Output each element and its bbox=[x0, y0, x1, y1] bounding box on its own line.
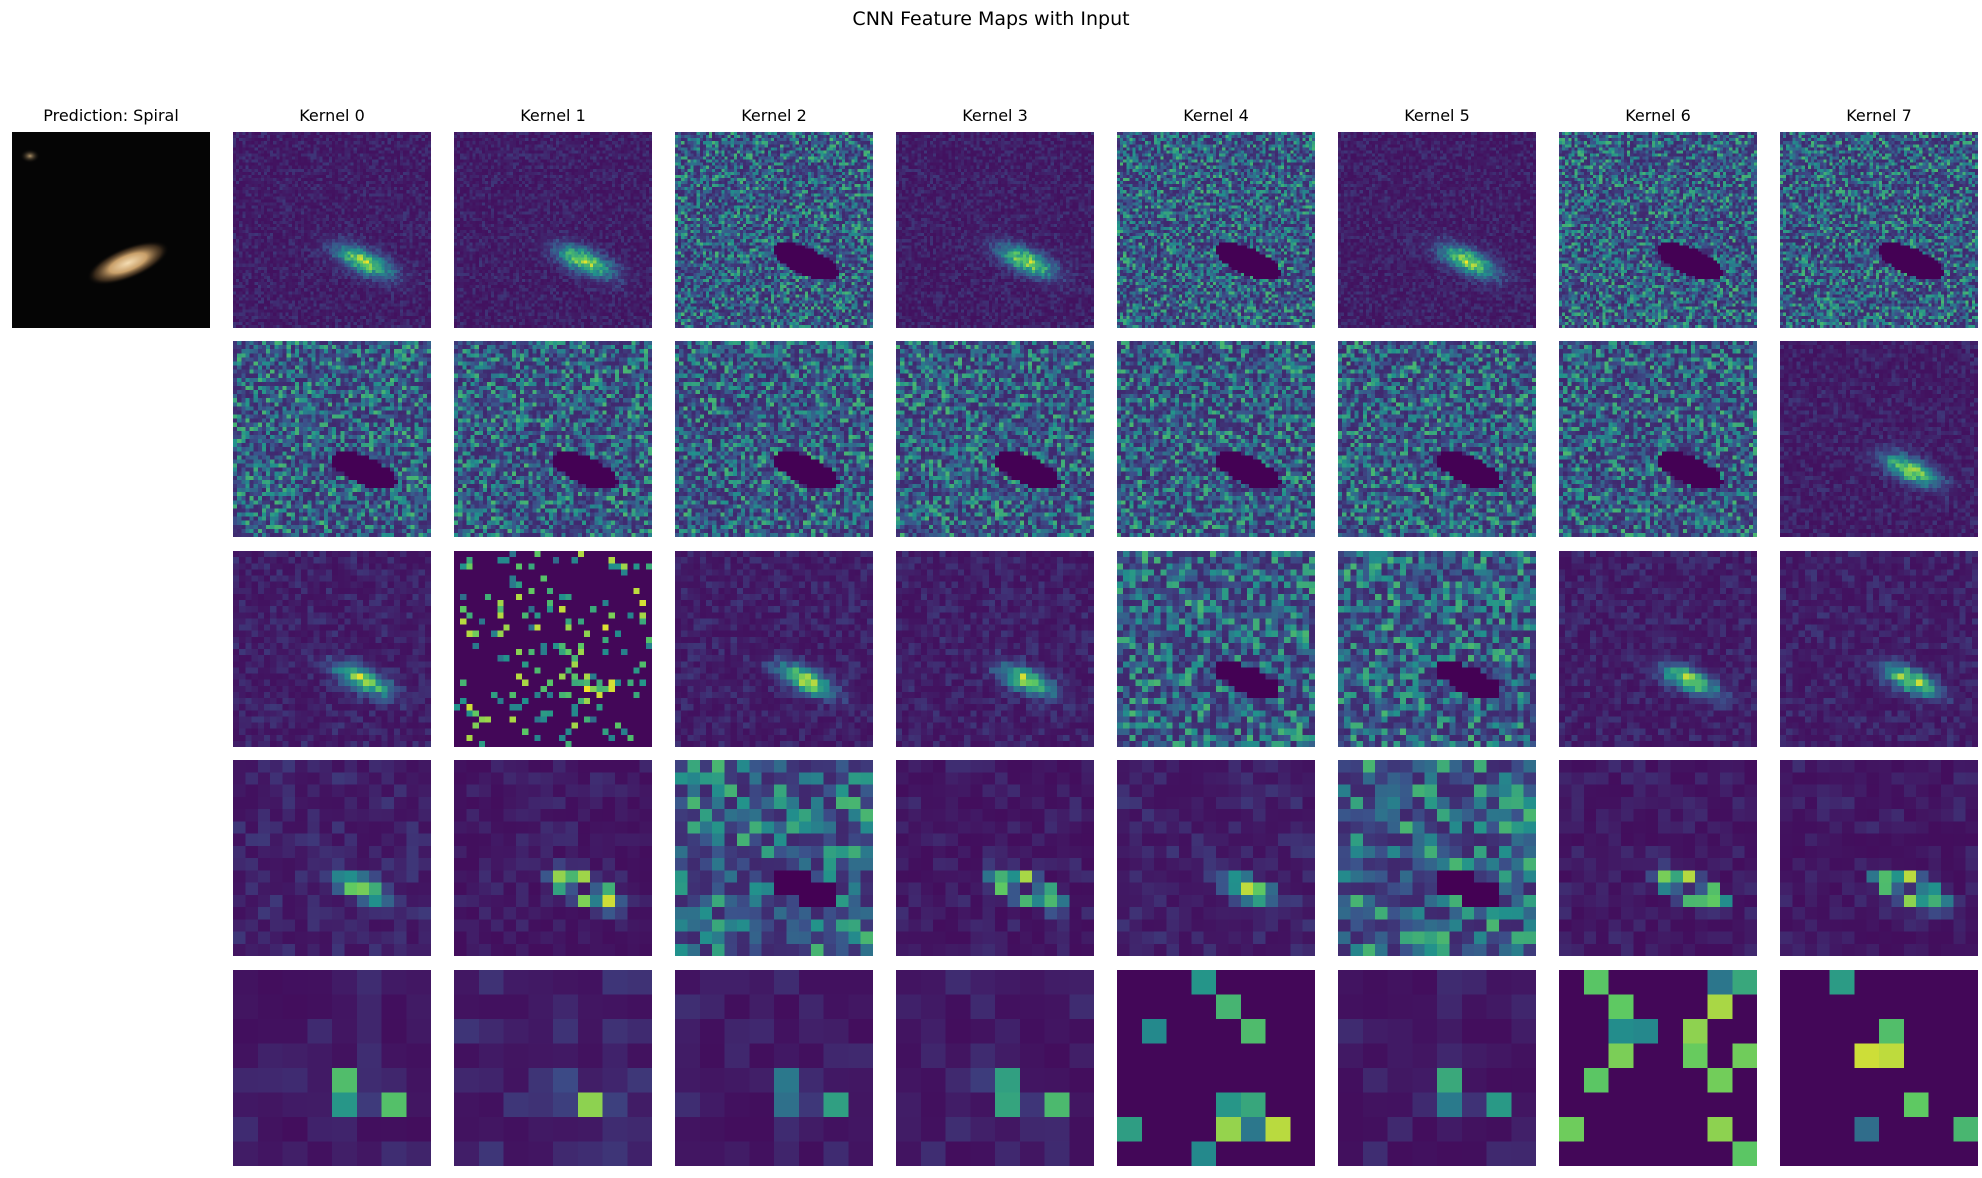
feature-map-row3-kernel5 bbox=[1338, 760, 1536, 956]
kernel-title-1: Kernel 1 bbox=[520, 106, 586, 125]
feature-map-row2-kernel1 bbox=[454, 551, 652, 747]
feature-map-pixels bbox=[233, 132, 431, 328]
feature-map-row4-kernel0 bbox=[233, 970, 431, 1166]
feature-map-pixels bbox=[233, 760, 431, 956]
feature-map-row3-kernel0 bbox=[233, 760, 431, 956]
feature-map-pixels bbox=[454, 341, 652, 537]
feature-map-pixels bbox=[1559, 970, 1757, 1166]
feature-map-pixels bbox=[896, 970, 1094, 1166]
feature-map-row4-kernel6 bbox=[1559, 970, 1757, 1166]
feature-map-row1-kernel3 bbox=[896, 341, 1094, 537]
feature-map-pixels bbox=[896, 132, 1094, 328]
feature-map-pixels bbox=[675, 760, 873, 956]
kernel-title-2: Kernel 2 bbox=[741, 106, 807, 125]
feature-map-pixels bbox=[1338, 341, 1536, 537]
feature-map-pixels bbox=[675, 970, 873, 1166]
feature-map-row1-kernel5 bbox=[1338, 341, 1536, 537]
feature-map-pixels bbox=[233, 970, 431, 1166]
feature-map-pixels bbox=[1117, 341, 1315, 537]
feature-map-row1-kernel1 bbox=[454, 341, 652, 537]
feature-map-pixels bbox=[1559, 132, 1757, 328]
feature-map-row0-kernel1 bbox=[454, 132, 652, 328]
feature-map-pixels bbox=[1117, 760, 1315, 956]
feature-map-pixels bbox=[1117, 132, 1315, 328]
feature-map-row2-kernel3 bbox=[896, 551, 1094, 747]
kernel-title-6: Kernel 6 bbox=[1625, 106, 1691, 125]
feature-map-row4-kernel2 bbox=[675, 970, 873, 1166]
feature-map-row3-kernel6 bbox=[1559, 760, 1757, 956]
feature-map-row0-kernel3 bbox=[896, 132, 1094, 328]
feature-map-pixels bbox=[675, 132, 873, 328]
kernel-title-5: Kernel 5 bbox=[1404, 106, 1470, 125]
feature-map-pixels bbox=[1559, 551, 1757, 747]
feature-map-pixels bbox=[1338, 132, 1536, 328]
feature-map-pixels bbox=[1780, 970, 1978, 1166]
feature-map-row0-kernel6 bbox=[1559, 132, 1757, 328]
feature-map-pixels bbox=[1780, 132, 1978, 328]
feature-map-pixels bbox=[675, 551, 873, 747]
feature-map-row0-kernel0 bbox=[233, 132, 431, 328]
feature-map-row3-kernel3 bbox=[896, 760, 1094, 956]
feature-map-row2-kernel0 bbox=[233, 551, 431, 747]
kernel-title-3: Kernel 3 bbox=[962, 106, 1028, 125]
feature-map-row1-kernel7 bbox=[1780, 341, 1978, 537]
feature-map-row4-kernel4 bbox=[1117, 970, 1315, 1166]
feature-map-row1-kernel0 bbox=[233, 341, 431, 537]
feature-map-row4-kernel5 bbox=[1338, 970, 1536, 1166]
feature-map-pixels bbox=[233, 341, 431, 537]
feature-map-pixels bbox=[1559, 341, 1757, 537]
feature-map-pixels bbox=[1117, 970, 1315, 1166]
feature-map-row2-kernel2 bbox=[675, 551, 873, 747]
input-panel-title: Prediction: Spiral bbox=[43, 106, 179, 125]
feature-map-row3-kernel7 bbox=[1780, 760, 1978, 956]
feature-map-row1-kernel6 bbox=[1559, 341, 1757, 537]
feature-map-row1-kernel2 bbox=[675, 341, 873, 537]
kernel-title-4: Kernel 4 bbox=[1183, 106, 1249, 125]
feature-map-row3-kernel4 bbox=[1117, 760, 1315, 956]
feature-map-row4-kernel1 bbox=[454, 970, 652, 1166]
feature-map-pixels bbox=[896, 760, 1094, 956]
feature-map-pixels bbox=[675, 341, 873, 537]
feature-map-pixels bbox=[1338, 970, 1536, 1166]
feature-map-pixels bbox=[1338, 760, 1536, 956]
feature-map-pixels bbox=[1117, 551, 1315, 747]
feature-map-pixels bbox=[1780, 760, 1978, 956]
feature-map-pixels bbox=[1780, 551, 1978, 747]
figure-title: CNN Feature Maps with Input bbox=[852, 8, 1130, 30]
feature-map-row4-kernel3 bbox=[896, 970, 1094, 1166]
feature-map-pixels bbox=[454, 551, 652, 747]
feature-map-row3-kernel1 bbox=[454, 760, 652, 956]
feature-map-row0-kernel5 bbox=[1338, 132, 1536, 328]
feature-map-pixels bbox=[896, 551, 1094, 747]
feature-map-row2-kernel6 bbox=[1559, 551, 1757, 747]
feature-map-pixels bbox=[454, 132, 652, 328]
feature-map-pixels bbox=[896, 341, 1094, 537]
feature-map-row0-kernel4 bbox=[1117, 132, 1315, 328]
feature-map-pixels bbox=[454, 970, 652, 1166]
feature-map-row1-kernel4 bbox=[1117, 341, 1315, 537]
feature-map-pixels bbox=[1559, 760, 1757, 956]
feature-map-row0-kernel2 bbox=[675, 132, 873, 328]
kernel-title-7: Kernel 7 bbox=[1846, 106, 1912, 125]
feature-map-row2-kernel7 bbox=[1780, 551, 1978, 747]
feature-map-row4-kernel7 bbox=[1780, 970, 1978, 1166]
feature-map-pixels bbox=[1338, 551, 1536, 747]
feature-map-row0-kernel7 bbox=[1780, 132, 1978, 328]
feature-map-row3-kernel2 bbox=[675, 760, 873, 956]
feature-map-row2-kernel5 bbox=[1338, 551, 1536, 747]
kernel-title-0: Kernel 0 bbox=[299, 106, 365, 125]
feature-map-pixels bbox=[233, 551, 431, 747]
input-galaxy-image bbox=[12, 132, 210, 328]
feature-map-pixels bbox=[454, 760, 652, 956]
feature-map-row2-kernel4 bbox=[1117, 551, 1315, 747]
feature-map-pixels bbox=[1780, 341, 1978, 537]
